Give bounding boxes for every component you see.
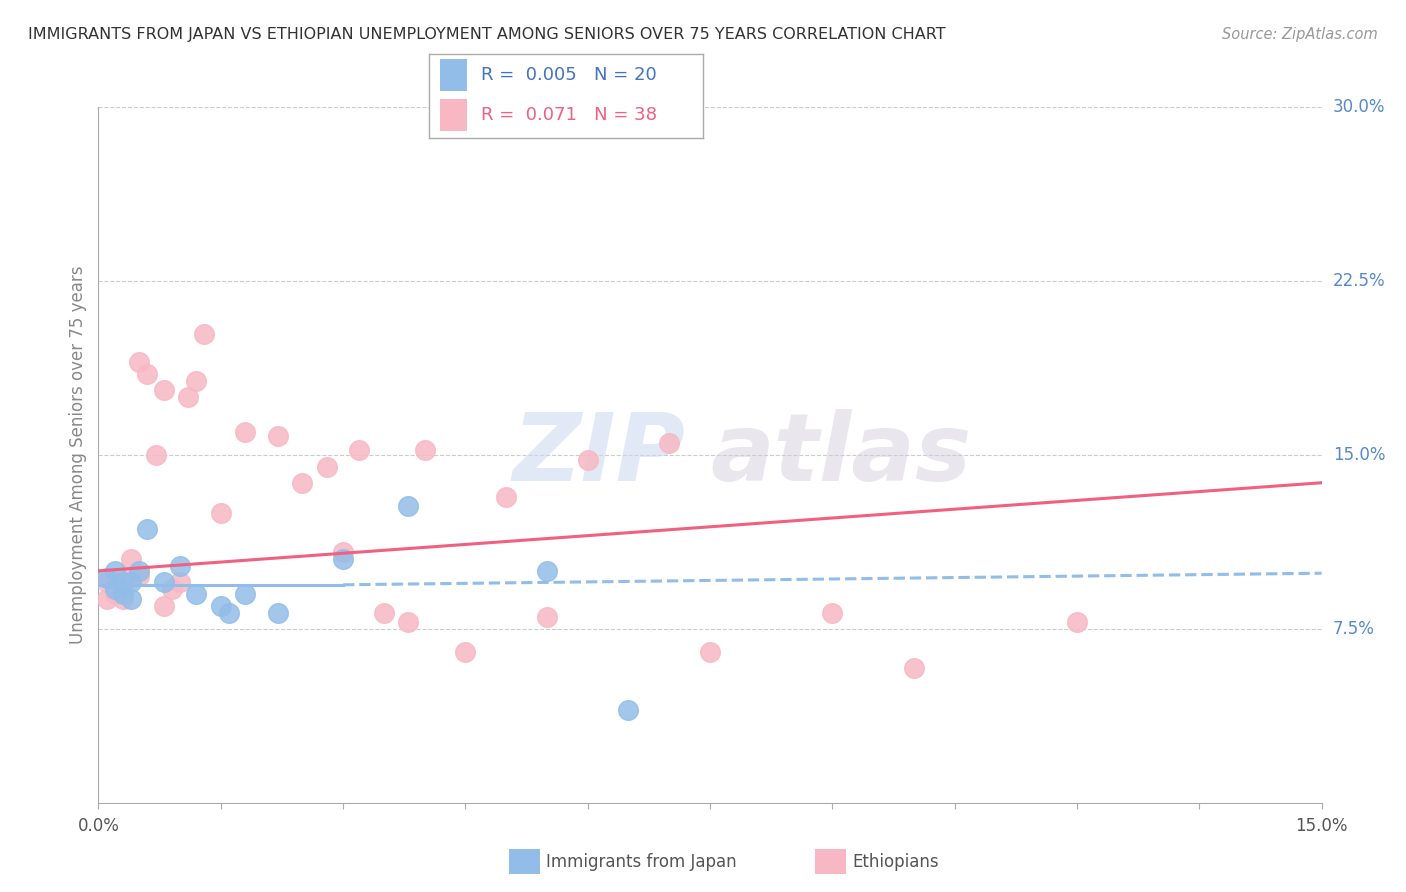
Point bbox=[186, 587, 208, 601]
Point bbox=[536, 610, 558, 624]
Point bbox=[413, 443, 436, 458]
Text: atlas: atlas bbox=[710, 409, 972, 501]
Point bbox=[96, 571, 118, 585]
Point bbox=[111, 591, 134, 606]
Bar bbox=[440, 99, 467, 131]
Point bbox=[145, 448, 167, 462]
Point bbox=[267, 606, 290, 620]
Point bbox=[396, 615, 419, 629]
Point bbox=[1066, 615, 1088, 629]
Point bbox=[373, 606, 395, 620]
Text: R =  0.071   N = 38: R = 0.071 N = 38 bbox=[481, 106, 657, 124]
Point bbox=[233, 587, 256, 601]
Text: 22.5%: 22.5% bbox=[1333, 272, 1385, 290]
Point bbox=[104, 564, 127, 578]
Point bbox=[495, 490, 517, 504]
Point bbox=[209, 599, 232, 613]
Point bbox=[120, 591, 142, 606]
Text: 7.5%: 7.5% bbox=[1333, 620, 1375, 638]
Point bbox=[349, 443, 371, 458]
Point bbox=[152, 599, 174, 613]
Point bbox=[617, 703, 640, 717]
Point bbox=[169, 575, 191, 590]
Point bbox=[128, 355, 150, 369]
Point bbox=[332, 552, 354, 566]
Text: 15.0%: 15.0% bbox=[1333, 446, 1385, 464]
Y-axis label: Unemployment Among Seniors over 75 years: Unemployment Among Seniors over 75 years bbox=[69, 266, 87, 644]
Point bbox=[454, 645, 477, 659]
Point bbox=[218, 606, 240, 620]
Point bbox=[576, 452, 599, 467]
Point bbox=[233, 425, 256, 439]
Point bbox=[128, 564, 150, 578]
Point bbox=[136, 367, 159, 381]
Bar bbox=[440, 59, 467, 91]
Point bbox=[111, 575, 134, 590]
Point bbox=[120, 575, 142, 590]
Point bbox=[120, 568, 142, 582]
Text: 30.0%: 30.0% bbox=[1333, 98, 1385, 116]
Point bbox=[332, 545, 354, 559]
Point bbox=[699, 645, 721, 659]
Point bbox=[209, 506, 232, 520]
Point bbox=[96, 591, 118, 606]
Point bbox=[186, 374, 208, 388]
Text: Immigrants from Japan: Immigrants from Japan bbox=[546, 853, 737, 871]
Point bbox=[152, 575, 174, 590]
Point bbox=[267, 429, 290, 443]
Point bbox=[821, 606, 844, 620]
Text: ZIP: ZIP bbox=[513, 409, 686, 501]
Point bbox=[111, 582, 134, 597]
Point bbox=[96, 575, 118, 590]
Point bbox=[104, 582, 127, 597]
Point bbox=[120, 552, 142, 566]
Point bbox=[104, 587, 127, 601]
Point bbox=[291, 475, 314, 490]
Point bbox=[315, 459, 337, 474]
Point bbox=[160, 582, 183, 597]
Point bbox=[536, 564, 558, 578]
Point bbox=[177, 390, 200, 404]
Point bbox=[193, 327, 215, 342]
Point bbox=[152, 383, 174, 397]
Text: Ethiopians: Ethiopians bbox=[852, 853, 939, 871]
Point bbox=[128, 568, 150, 582]
Point bbox=[903, 661, 925, 675]
Point bbox=[396, 499, 419, 513]
Point bbox=[104, 575, 127, 590]
Text: Source: ZipAtlas.com: Source: ZipAtlas.com bbox=[1222, 27, 1378, 42]
Point bbox=[658, 436, 681, 450]
Point bbox=[169, 559, 191, 574]
Point bbox=[136, 522, 159, 536]
Text: R =  0.005   N = 20: R = 0.005 N = 20 bbox=[481, 66, 657, 84]
Text: IMMIGRANTS FROM JAPAN VS ETHIOPIAN UNEMPLOYMENT AMONG SENIORS OVER 75 YEARS CORR: IMMIGRANTS FROM JAPAN VS ETHIOPIAN UNEMP… bbox=[28, 27, 946, 42]
Point bbox=[111, 587, 134, 601]
